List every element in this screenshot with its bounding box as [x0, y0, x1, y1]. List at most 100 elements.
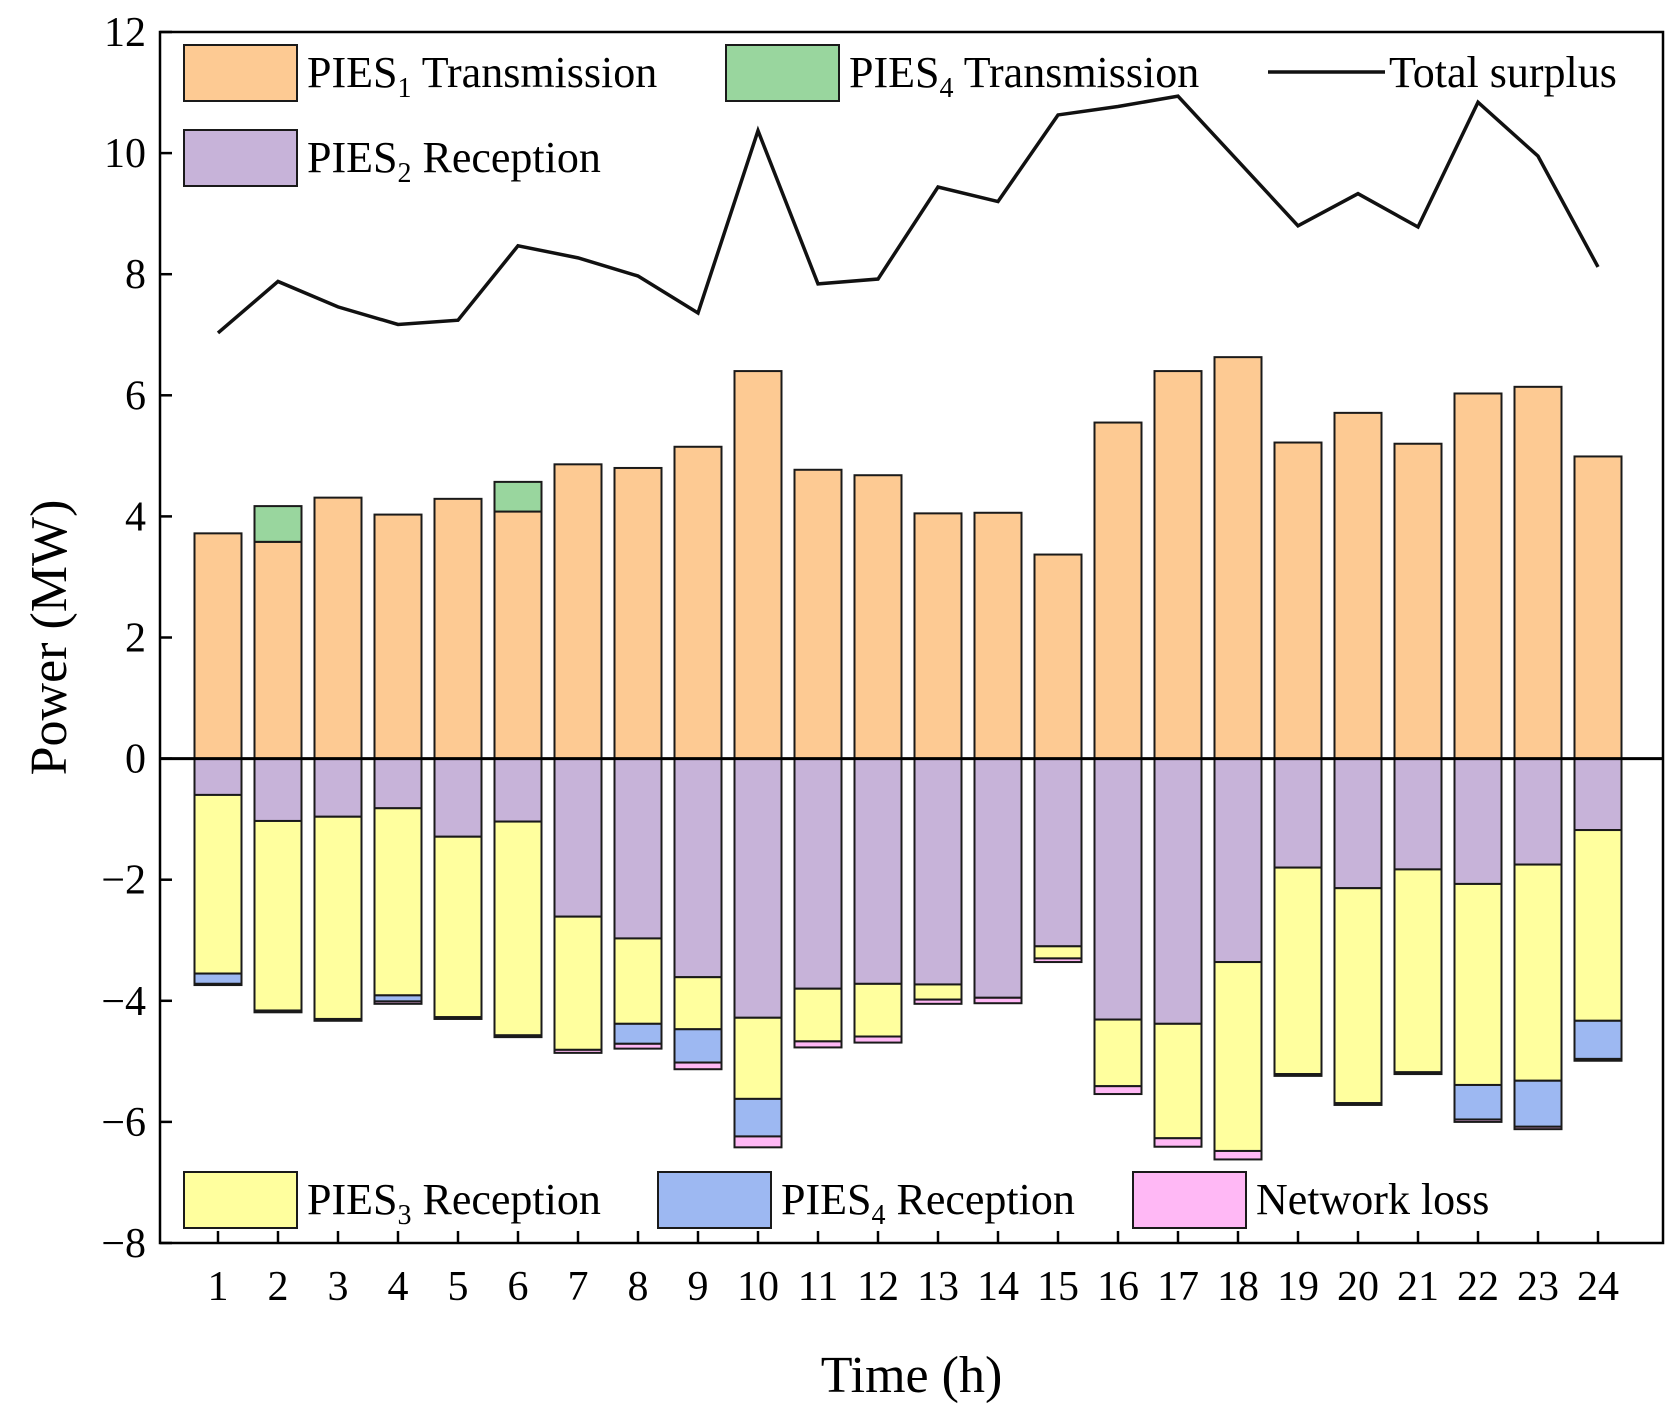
bar-pies2-reception-18: [1213, 757, 1263, 964]
bar-pies1-transmission-12: [853, 474, 903, 760]
bar-pies4-reception-8: [613, 1022, 663, 1045]
y-tick-label: 6: [125, 373, 146, 419]
bar-network-loss-9: [673, 1061, 723, 1071]
y-tick-label: 12: [104, 10, 146, 56]
bar-pies2-reception-13: [913, 757, 963, 986]
bar-pies4-reception-22: [1453, 1083, 1503, 1121]
bar-pies1-transmission-19: [1273, 441, 1323, 760]
x-tick-label: 19: [1277, 1264, 1319, 1310]
bar-pies2-reception-14: [973, 757, 1023, 999]
x-tick-label: 21: [1397, 1264, 1439, 1310]
bar-pies3-reception-7: [553, 915, 603, 1051]
y-tick-label: −4: [101, 979, 146, 1025]
bar-pies4-reception-24: [1573, 1019, 1623, 1060]
bar-pies1-transmission-1: [193, 532, 243, 760]
bar-pies2-reception-6: [493, 757, 543, 823]
bar-pies2-reception-15: [1033, 757, 1083, 948]
bar-network-loss-13: [913, 998, 963, 1005]
legend-swatch: [1132, 1171, 1247, 1229]
x-tick-label: 13: [917, 1264, 959, 1310]
x-tick-label: 7: [568, 1264, 589, 1310]
bar-pies1-transmission-14: [973, 511, 1023, 760]
bar-pies3-reception-3: [313, 815, 363, 1020]
legend-label: Network loss: [1256, 1175, 1489, 1224]
bar-pies2-reception-16: [1093, 757, 1143, 1021]
x-tick-label: 23: [1517, 1264, 1559, 1310]
bar-pies3-reception-22: [1453, 882, 1503, 1086]
legend-label: PIES1 Transmission: [307, 48, 657, 104]
y-axis-title: Power (MW): [21, 500, 78, 776]
bar-pies1-transmission-8: [613, 466, 663, 760]
bar-pies2-reception-17: [1153, 757, 1203, 1025]
bar-network-loss-24: [1573, 1057, 1623, 1062]
x-tick-label: 24: [1577, 1264, 1619, 1310]
bar-pies2-reception-10: [733, 757, 783, 1019]
bar-pies2-reception-24: [1573, 757, 1623, 832]
bar-pies3-reception-16: [1093, 1018, 1143, 1088]
bar-pies1-transmission-6: [493, 510, 543, 760]
bar-pies2-reception-7: [553, 757, 603, 918]
bar-pies4-reception-9: [673, 1028, 723, 1064]
bar-network-loss-17: [1153, 1137, 1203, 1148]
bar-pies1-transmission-4: [373, 513, 423, 760]
bar-network-loss-1: [193, 982, 243, 987]
legend-item-pies2-reception: PIES2 Reception: [183, 129, 601, 189]
x-tick-label: 14: [977, 1264, 1019, 1310]
bar-pies1-transmission-2: [253, 540, 303, 760]
bar-pies2-reception-12: [853, 757, 903, 985]
bars: [193, 356, 1623, 1161]
x-tick-label: 8: [628, 1264, 649, 1310]
bar-pies3-reception-23: [1513, 863, 1563, 1082]
legend-label: PIES3 Reception: [307, 1175, 601, 1231]
bar-pies3-reception-19: [1273, 866, 1323, 1076]
bar-pies2-reception-21: [1393, 757, 1443, 871]
bar-pies4-reception-23: [1513, 1079, 1563, 1128]
bar-network-loss-3: [313, 1017, 363, 1022]
bar-network-loss-8: [613, 1042, 663, 1050]
x-tick-label: 15: [1037, 1264, 1079, 1310]
x-axis-title: Time (h): [821, 1347, 1003, 1404]
bar-pies3-reception-17: [1153, 1022, 1203, 1140]
x-tick-label: 16: [1097, 1264, 1139, 1310]
x-tick-label: 10: [737, 1264, 779, 1310]
bar-pies3-reception-6: [493, 820, 543, 1037]
bar-pies1-transmission-23: [1513, 385, 1563, 760]
bar-pies2-reception-11: [793, 757, 843, 990]
bar-pies1-transmission-24: [1573, 455, 1623, 760]
total-surplus-line-group: [216, 94, 1600, 335]
x-tick-label: 18: [1217, 1264, 1259, 1310]
x-tick-label: 12: [857, 1264, 899, 1310]
bar-pies1-transmission-13: [913, 512, 963, 760]
bar-network-loss-10: [733, 1135, 783, 1149]
y-tick-label: −8: [101, 1221, 146, 1267]
legend-item-pies4-reception: PIES4 Reception: [657, 1171, 1075, 1231]
legend-swatch: [657, 1171, 772, 1229]
bar-pies1-transmission-21: [1393, 442, 1443, 760]
bar-pies4-transmission-2: [253, 505, 303, 543]
bar-network-loss-4: [373, 1000, 423, 1005]
bar-pies3-reception-18: [1213, 961, 1263, 1152]
legend: PIES1 Transmission PIES4 Transmission Tota…: [183, 44, 1617, 1231]
bar-pies4-reception-10: [733, 1097, 783, 1138]
y-tick-label: 4: [125, 494, 146, 540]
bar-network-loss-23: [1513, 1125, 1563, 1131]
legend-swatch: [183, 129, 298, 187]
bar-pies3-reception-20: [1333, 887, 1383, 1105]
y-tick-label: −6: [101, 1100, 146, 1146]
bar-pies1-transmission-16: [1093, 421, 1143, 760]
bar-pies2-reception-1: [193, 757, 243, 796]
bar-pies1-transmission-22: [1453, 392, 1503, 760]
bar-pies1-transmission-20: [1333, 411, 1383, 760]
bar-network-loss-22: [1453, 1118, 1503, 1123]
bar-pies2-reception-19: [1273, 757, 1323, 869]
bar-network-loss-2: [253, 1009, 303, 1014]
bar-network-loss-20: [1333, 1102, 1383, 1106]
bar-pies1-transmission-5: [433, 497, 483, 760]
bar-pies3-reception-24: [1573, 829, 1623, 1022]
bar-pies2-reception-8: [613, 757, 663, 940]
bar-pies4-transmission-6: [493, 480, 543, 513]
x-tick-label: 4: [388, 1264, 409, 1310]
x-tick-label: 9: [688, 1264, 709, 1310]
